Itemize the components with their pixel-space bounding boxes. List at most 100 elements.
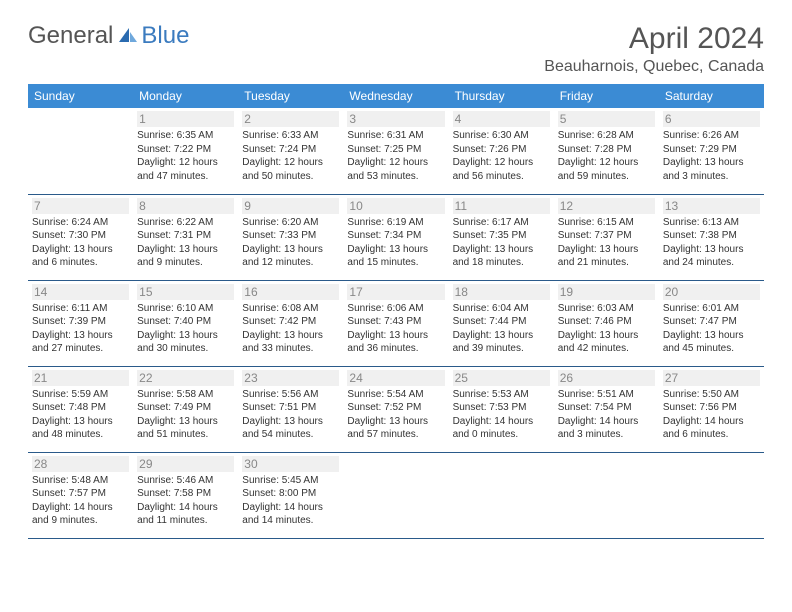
daylight-text: and 6 minutes. [663,428,760,442]
calendar-cell: 15Sunrise: 6:10 AMSunset: 7:40 PMDayligh… [133,280,238,366]
daylight-text: Daylight: 12 hours [558,156,655,170]
day-number: 8 [137,198,234,214]
sunrise-text: Sunrise: 6:17 AM [453,216,550,230]
day-number: 2 [242,111,339,127]
daylight-text: Daylight: 13 hours [558,329,655,343]
daylight-text: and 6 minutes. [32,256,129,270]
sunset-text: Sunset: 7:33 PM [242,229,339,243]
sunset-text: Sunset: 7:44 PM [453,315,550,329]
day-number: 14 [32,284,129,300]
sunset-text: Sunset: 7:31 PM [137,229,234,243]
sunrise-text: Sunrise: 6:08 AM [242,302,339,316]
daylight-text: Daylight: 12 hours [347,156,444,170]
daylight-text: and 9 minutes. [137,256,234,270]
sunrise-text: Sunrise: 6:01 AM [663,302,760,316]
sunrise-text: Sunrise: 6:04 AM [453,302,550,316]
calendar-page: General Blue April 2024 Beauharnois, Que… [0,0,792,561]
calendar-cell: 16Sunrise: 6:08 AMSunset: 7:42 PMDayligh… [238,280,343,366]
sunrise-text: Sunrise: 6:11 AM [32,302,129,316]
daylight-text: Daylight: 13 hours [558,243,655,257]
daylight-text: and 3 minutes. [663,170,760,184]
sunrise-text: Sunrise: 6:06 AM [347,302,444,316]
calendar-cell: 10Sunrise: 6:19 AMSunset: 7:34 PMDayligh… [343,194,448,280]
daylight-text: and 56 minutes. [453,170,550,184]
daylight-text: Daylight: 14 hours [663,415,760,429]
sunrise-text: Sunrise: 6:19 AM [347,216,444,230]
title-block: April 2024 Beauharnois, Quebec, Canada [544,22,764,76]
sunrise-text: Sunrise: 5:46 AM [137,474,234,488]
calendar-cell: 13Sunrise: 6:13 AMSunset: 7:38 PMDayligh… [659,194,764,280]
calendar-week-row: 7Sunrise: 6:24 AMSunset: 7:30 PMDaylight… [28,194,764,280]
calendar-cell: 11Sunrise: 6:17 AMSunset: 7:35 PMDayligh… [449,194,554,280]
daylight-text: and 45 minutes. [663,342,760,356]
daylight-text: and 48 minutes. [32,428,129,442]
day-header: Wednesday [343,84,448,108]
calendar-week-row: 21Sunrise: 5:59 AMSunset: 7:48 PMDayligh… [28,366,764,452]
day-header: Saturday [659,84,764,108]
calendar-week-row: 28Sunrise: 5:48 AMSunset: 7:57 PMDayligh… [28,452,764,538]
daylight-text: Daylight: 13 hours [32,329,129,343]
daylight-text: and 53 minutes. [347,170,444,184]
brand-text-2: Blue [141,22,189,50]
daylight-text: Daylight: 13 hours [347,415,444,429]
daylight-text: Daylight: 14 hours [137,501,234,515]
calendar-cell: 29Sunrise: 5:46 AMSunset: 7:58 PMDayligh… [133,452,238,538]
sunset-text: Sunset: 7:29 PM [663,143,760,157]
calendar-cell [554,452,659,538]
day-number: 17 [347,284,444,300]
brand-text-1: General [28,22,113,50]
daylight-text: and 39 minutes. [453,342,550,356]
day-number: 5 [558,111,655,127]
daylight-text: Daylight: 13 hours [137,243,234,257]
calendar-cell: 30Sunrise: 5:45 AMSunset: 8:00 PMDayligh… [238,452,343,538]
daylight-text: and 59 minutes. [558,170,655,184]
daylight-text: and 36 minutes. [347,342,444,356]
daylight-text: Daylight: 13 hours [453,329,550,343]
daylight-text: Daylight: 13 hours [32,243,129,257]
calendar-week-row: 14Sunrise: 6:11 AMSunset: 7:39 PMDayligh… [28,280,764,366]
daylight-text: and 15 minutes. [347,256,444,270]
sunrise-text: Sunrise: 6:13 AM [663,216,760,230]
calendar-table: Sunday Monday Tuesday Wednesday Thursday… [28,84,764,539]
calendar-cell: 8Sunrise: 6:22 AMSunset: 7:31 PMDaylight… [133,194,238,280]
calendar-week-row: 1Sunrise: 6:35 AMSunset: 7:22 PMDaylight… [28,108,764,194]
day-number: 16 [242,284,339,300]
day-number: 29 [137,456,234,472]
calendar-cell [343,452,448,538]
daylight-text: Daylight: 13 hours [663,329,760,343]
day-header: Thursday [449,84,554,108]
sunset-text: Sunset: 7:48 PM [32,401,129,415]
sunset-text: Sunset: 7:57 PM [32,487,129,501]
header: General Blue April 2024 Beauharnois, Que… [28,22,764,76]
sunrise-text: Sunrise: 6:33 AM [242,129,339,143]
day-number: 6 [663,111,760,127]
daylight-text: Daylight: 13 hours [347,243,444,257]
sunset-text: Sunset: 7:47 PM [663,315,760,329]
calendar-cell: 21Sunrise: 5:59 AMSunset: 7:48 PMDayligh… [28,366,133,452]
calendar-cell: 27Sunrise: 5:50 AMSunset: 7:56 PMDayligh… [659,366,764,452]
calendar-cell: 26Sunrise: 5:51 AMSunset: 7:54 PMDayligh… [554,366,659,452]
day-number: 15 [137,284,234,300]
day-number: 11 [453,198,550,214]
day-number: 12 [558,198,655,214]
day-number: 1 [137,111,234,127]
calendar-cell: 6Sunrise: 6:26 AMSunset: 7:29 PMDaylight… [659,108,764,194]
daylight-text: Daylight: 13 hours [242,243,339,257]
sunset-text: Sunset: 7:40 PM [137,315,234,329]
daylight-text: and 11 minutes. [137,514,234,528]
calendar-cell: 9Sunrise: 6:20 AMSunset: 7:33 PMDaylight… [238,194,343,280]
daylight-text: Daylight: 13 hours [137,329,234,343]
calendar-cell: 7Sunrise: 6:24 AMSunset: 7:30 PMDaylight… [28,194,133,280]
daylight-text: and 47 minutes. [137,170,234,184]
daylight-text: and 33 minutes. [242,342,339,356]
sunset-text: Sunset: 7:22 PM [137,143,234,157]
day-number: 20 [663,284,760,300]
daylight-text: Daylight: 14 hours [453,415,550,429]
sunset-text: Sunset: 7:25 PM [347,143,444,157]
day-number: 25 [453,370,550,386]
daylight-text: Daylight: 14 hours [558,415,655,429]
daylight-text: and 9 minutes. [32,514,129,528]
sunrise-text: Sunrise: 6:20 AM [242,216,339,230]
sunrise-text: Sunrise: 6:03 AM [558,302,655,316]
sunrise-text: Sunrise: 5:48 AM [32,474,129,488]
